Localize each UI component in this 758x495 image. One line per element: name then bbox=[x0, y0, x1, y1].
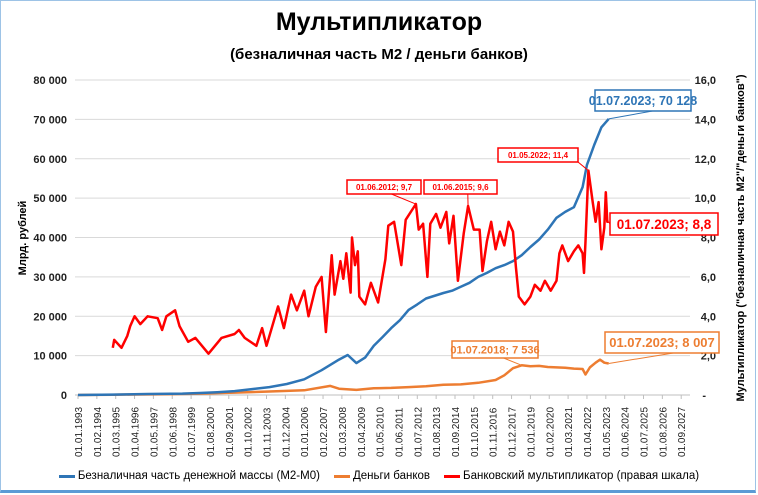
legend-item-bank-money: Деньги банков bbox=[333, 470, 431, 482]
y-tick-label: 40 000 bbox=[33, 233, 67, 245]
x-tick-label: 01.11.2016 bbox=[489, 407, 500, 457]
y-axis-title: Млрд. рублей bbox=[17, 201, 29, 276]
legend-swatch bbox=[333, 474, 350, 478]
x-tick-label: 01.04.2022 bbox=[583, 407, 594, 457]
annotation-mult-2015-box bbox=[423, 179, 498, 195]
series-line-m2 bbox=[77, 118, 610, 397]
x-tick-label: 01.05.1997 bbox=[149, 407, 160, 457]
x-tick-label: 01.08.2000 bbox=[206, 407, 217, 457]
x-tick-label: 01.02.2007 bbox=[319, 407, 330, 457]
y-tick-label: 50 000 bbox=[33, 193, 67, 205]
x-tick-label: 01.09.2014 bbox=[451, 407, 462, 457]
y2-tick-label: 14,0 bbox=[695, 114, 716, 126]
annotation-m2-2023: 01.07.2023; 70 128 bbox=[589, 94, 697, 108]
x-tick-label: 01.01.2006 bbox=[300, 407, 311, 457]
annotation-mult-2023-box bbox=[609, 212, 719, 236]
x-tick-label: 01.01.1993 bbox=[74, 407, 85, 457]
annotation-mult-2023: 01.07.2023; 8,8 bbox=[617, 217, 712, 232]
x-tick-label: 01.07.2025 bbox=[640, 407, 651, 457]
y2-tick-label: 10,0 bbox=[695, 193, 716, 205]
series-line-multiplier bbox=[111, 169, 609, 355]
x-tick-label: 01.09.2027 bbox=[677, 407, 688, 457]
y-tick-label: 80 000 bbox=[33, 75, 67, 87]
x-tick-label: 01.03.1995 bbox=[112, 407, 123, 457]
x-tick-label: 01.12.2004 bbox=[281, 407, 292, 457]
legend-label: Деньги банков bbox=[352, 470, 431, 482]
y2-tick-label: 6,0 bbox=[701, 272, 716, 284]
chart-title: Мультипликатор bbox=[275, 8, 483, 36]
series-line-bank-money bbox=[77, 358, 609, 397]
x-tick-label: 01.08.2013 bbox=[432, 407, 443, 457]
annotation-bank-2023: 01.07.2023; 8 007 bbox=[609, 335, 715, 350]
x-tick-label: 01.10.2015 bbox=[470, 407, 481, 457]
x-tick-label: 01.06.2011 bbox=[394, 407, 405, 457]
annotation-leader bbox=[608, 110, 653, 120]
legend: Безналичная часть денежной массы (М2-М0)… bbox=[0, 470, 758, 482]
x-tick-label: 01.08.2026 bbox=[658, 407, 669, 457]
x-tick-label: 01.12.2017 bbox=[508, 407, 519, 457]
legend-label: Банковский мультипликатор (правая шкала) bbox=[463, 470, 700, 482]
x-tick-label: 01.04.2009 bbox=[357, 407, 368, 457]
x-tick-label: 01.09.2001 bbox=[225, 407, 236, 457]
x-tick-label: 01.02.2020 bbox=[545, 407, 556, 457]
annotation-mult-2022: 01.05.2022; 11,4 bbox=[508, 151, 569, 160]
annotation-bank-2018-box bbox=[451, 340, 539, 359]
legend-swatch bbox=[58, 474, 75, 478]
x-tick-label: 01.03.2008 bbox=[338, 407, 349, 457]
annotation-leader bbox=[577, 161, 589, 171]
y2-tick-label: 12,0 bbox=[695, 154, 716, 166]
y-tick-label: 0 bbox=[61, 390, 67, 402]
annotation-leader bbox=[608, 352, 674, 364]
x-tick-label: 01.10.2002 bbox=[244, 407, 255, 457]
y2-tick-label: 4,0 bbox=[701, 311, 716, 323]
annotation-m2-2023-box bbox=[594, 89, 692, 112]
y-tick-label: 30 000 bbox=[33, 272, 67, 284]
y-tick-label: 60 000 bbox=[33, 154, 67, 166]
y-tick-label: 20 000 bbox=[33, 311, 67, 323]
x-tick-label: 01.06.2024 bbox=[621, 407, 632, 457]
legend-label: Безналичная часть денежной массы (М2-М0) bbox=[77, 470, 320, 482]
x-tick-label: 01.11.2003 bbox=[263, 407, 274, 457]
x-tick-label: 01.06.1998 bbox=[168, 407, 179, 457]
y2-tick-label: - bbox=[702, 390, 706, 402]
y2-axis-title: Мультипликатор ("безналичная часть М2"/"… bbox=[735, 74, 747, 401]
annotation-leader bbox=[391, 193, 417, 205]
x-tick-label: 01.05.2023 bbox=[602, 407, 613, 457]
legend-item-m2: Безналичная часть денежной массы (М2-М0) bbox=[58, 470, 320, 482]
x-tick-label: 01.07.2012 bbox=[413, 407, 424, 457]
annotation-mult-2012: 01.06.2012; 9,7 bbox=[356, 183, 413, 192]
y2-tick-label: 16,0 bbox=[695, 75, 716, 87]
annotation-bank-2023-box bbox=[604, 331, 720, 354]
y-tick-label: 70 000 bbox=[33, 114, 67, 126]
x-tick-label: 01.03.2021 bbox=[564, 407, 575, 457]
x-tick-label: 01.07.1999 bbox=[187, 407, 198, 457]
x-tick-label: 01.05.2010 bbox=[376, 407, 387, 457]
x-tick-label: 01.02.1994 bbox=[93, 407, 104, 457]
legend-item-multiplier: Банковский мультипликатор (правая шкала) bbox=[444, 470, 699, 482]
annotation-mult-2015: 01.06.2015; 9,6 bbox=[432, 183, 489, 192]
annotation-bank-2018: 01.07.2018; 7 536 bbox=[450, 344, 539, 356]
x-tick-label: 01.01.2019 bbox=[526, 407, 537, 457]
legend-swatch bbox=[444, 474, 461, 478]
annotation-leader bbox=[503, 357, 522, 366]
annotation-mult-2012-box bbox=[346, 179, 422, 195]
y-tick-label: 10 000 bbox=[33, 351, 67, 363]
x-tick-label: 01.04.1996 bbox=[131, 407, 142, 457]
annotation-mult-2022-box bbox=[497, 147, 579, 163]
chart-subtitle: (безналичная часть М2 / деньги банков) bbox=[230, 46, 528, 63]
